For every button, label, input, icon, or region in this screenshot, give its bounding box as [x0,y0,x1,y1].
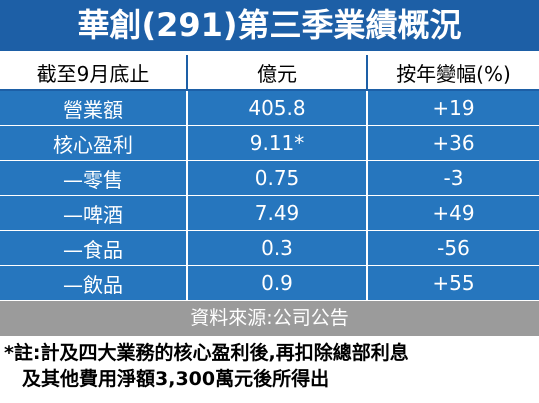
cell: —啤酒 [63,202,123,227]
source: 資料來源:公司公告 [0,301,539,336]
table: 截至9月底止 億元 按年變幅(%) 營業額 405.8 +19 核心盈利 9.11* +36 —零… [0,55,539,301]
cell: 核心盈利 [53,132,133,157]
table-row: —啤酒 7.49 +49 [0,196,539,231]
header-row: 截至9月底止 億元 按年變幅(%) [0,55,539,91]
table-row: —零售 0.75 -3 [0,161,539,196]
cell: +19 [366,91,539,125]
cell: +36 [366,126,539,160]
cell: 營業額 [63,97,123,122]
cell: -56 [366,231,539,265]
cell: 0.3 [186,231,366,265]
title: 華創(291)第三季業績概況 [0,0,539,51]
cell: -3 [366,161,539,195]
cell: 405.8 [186,91,366,125]
column-header: 截至9月底止 [36,61,150,86]
footnote-line: 及其他費用淨額3,300萬元後所得出 [22,368,330,390]
column-header: 按年變幅(%) [366,55,539,89]
cell: —飲品 [63,272,123,297]
footnote-line: *註:計及四大業務的核心盈利後,再扣除總部利息 [4,342,409,364]
table-row: —飲品 0.9 +55 [0,266,539,301]
cell: 7.49 [186,196,366,230]
table-row: 營業額 405.8 +19 [0,91,539,126]
cell: —零售 [63,167,123,192]
table-row: —食品 0.3 -56 [0,231,539,266]
cell: 0.75 [186,161,366,195]
cell: —食品 [63,237,123,262]
cell: 9.11* [186,126,366,160]
cell: +49 [366,196,539,230]
cell: 0.9 [186,266,366,300]
cell: +55 [366,266,539,300]
table-row: 核心盈利 9.11* +36 [0,126,539,161]
footnote: *註:計及四大業務的核心盈利後,再扣除總部利息及其他費用淨額3,300萬元後所得… [4,340,539,392]
column-header: 億元 [186,55,366,89]
